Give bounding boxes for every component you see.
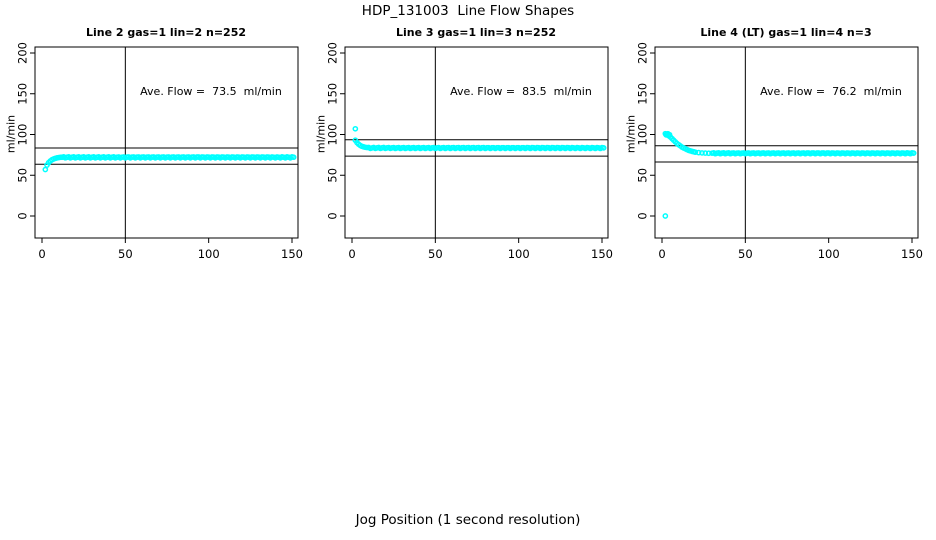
- x-tick-label: 100: [508, 247, 530, 261]
- x-axis-label: Jog Position (1 second resolution): [355, 512, 581, 528]
- page-title: HDP_131003 Line Flow Shapes: [361, 3, 575, 19]
- panel2-y-axis-label: ml/min: [314, 114, 328, 154]
- panel1-title: Line 2 gas=1 lin=2 n=252: [85, 26, 247, 39]
- y-tick-label: 0: [16, 212, 30, 219]
- y-tick-label: 200: [326, 42, 340, 64]
- data-point: [702, 150, 709, 156]
- data-point: [695, 149, 702, 156]
- x-tick-label: 100: [818, 247, 840, 261]
- data-point: [692, 149, 699, 156]
- panel2-ave-flow-annotation: Ave. Flow = 83.5 ml/min: [450, 85, 592, 98]
- panel2-title: Line 3 gas=1 lin=3 n=252: [395, 26, 557, 39]
- y-tick-label: 50: [326, 168, 340, 183]
- x-tick-label: 0: [348, 247, 355, 261]
- x-tick-label: 150: [901, 247, 923, 261]
- y-tick-label: 150: [16, 83, 30, 105]
- data-point: [600, 144, 607, 151]
- panel1-ave-flow-annotation: Ave. Flow = 73.5 ml/min: [140, 85, 282, 98]
- data-point: [699, 150, 705, 156]
- y-tick-label: 200: [16, 42, 30, 64]
- y-tick-label: 150: [636, 83, 650, 105]
- x-tick-label: 0: [658, 247, 665, 261]
- data-point: [352, 125, 359, 132]
- x-tick-label: 150: [591, 247, 613, 261]
- plot-box: [654, 46, 919, 239]
- x-tick-label: 50: [428, 247, 443, 261]
- y-tick-label: 200: [636, 42, 650, 64]
- data-point: [290, 154, 297, 161]
- y-tick-label: 50: [16, 168, 30, 183]
- x-tick-label: 50: [118, 247, 133, 261]
- plot-box: [34, 46, 299, 239]
- data-point: [662, 213, 669, 219]
- y-tick-label: 100: [636, 124, 650, 146]
- y-tick-label: 0: [326, 212, 340, 219]
- y-tick-label: 150: [326, 83, 340, 105]
- x-tick-label: 150: [281, 247, 303, 261]
- data-point: [42, 166, 49, 173]
- y-tick-label: 100: [326, 124, 340, 146]
- y-tick-label: 100: [16, 124, 30, 146]
- plot-box: [344, 46, 609, 239]
- panel3-y-axis-label: ml/min: [624, 114, 638, 154]
- x-tick-label: 50: [738, 247, 753, 261]
- panel3-ave-flow-annotation: Ave. Flow = 76.2 ml/min: [760, 85, 902, 98]
- data-point: [910, 150, 917, 157]
- x-tick-label: 100: [198, 247, 220, 261]
- y-tick-label: 0: [636, 212, 650, 219]
- panel3-title: Line 4 (LT) gas=1 lin=4 n=3: [700, 26, 872, 39]
- x-tick-label: 0: [38, 247, 45, 261]
- data-point: [705, 150, 712, 157]
- y-tick-label: 50: [636, 168, 650, 183]
- panel1-y-axis-label: ml/min: [4, 114, 18, 154]
